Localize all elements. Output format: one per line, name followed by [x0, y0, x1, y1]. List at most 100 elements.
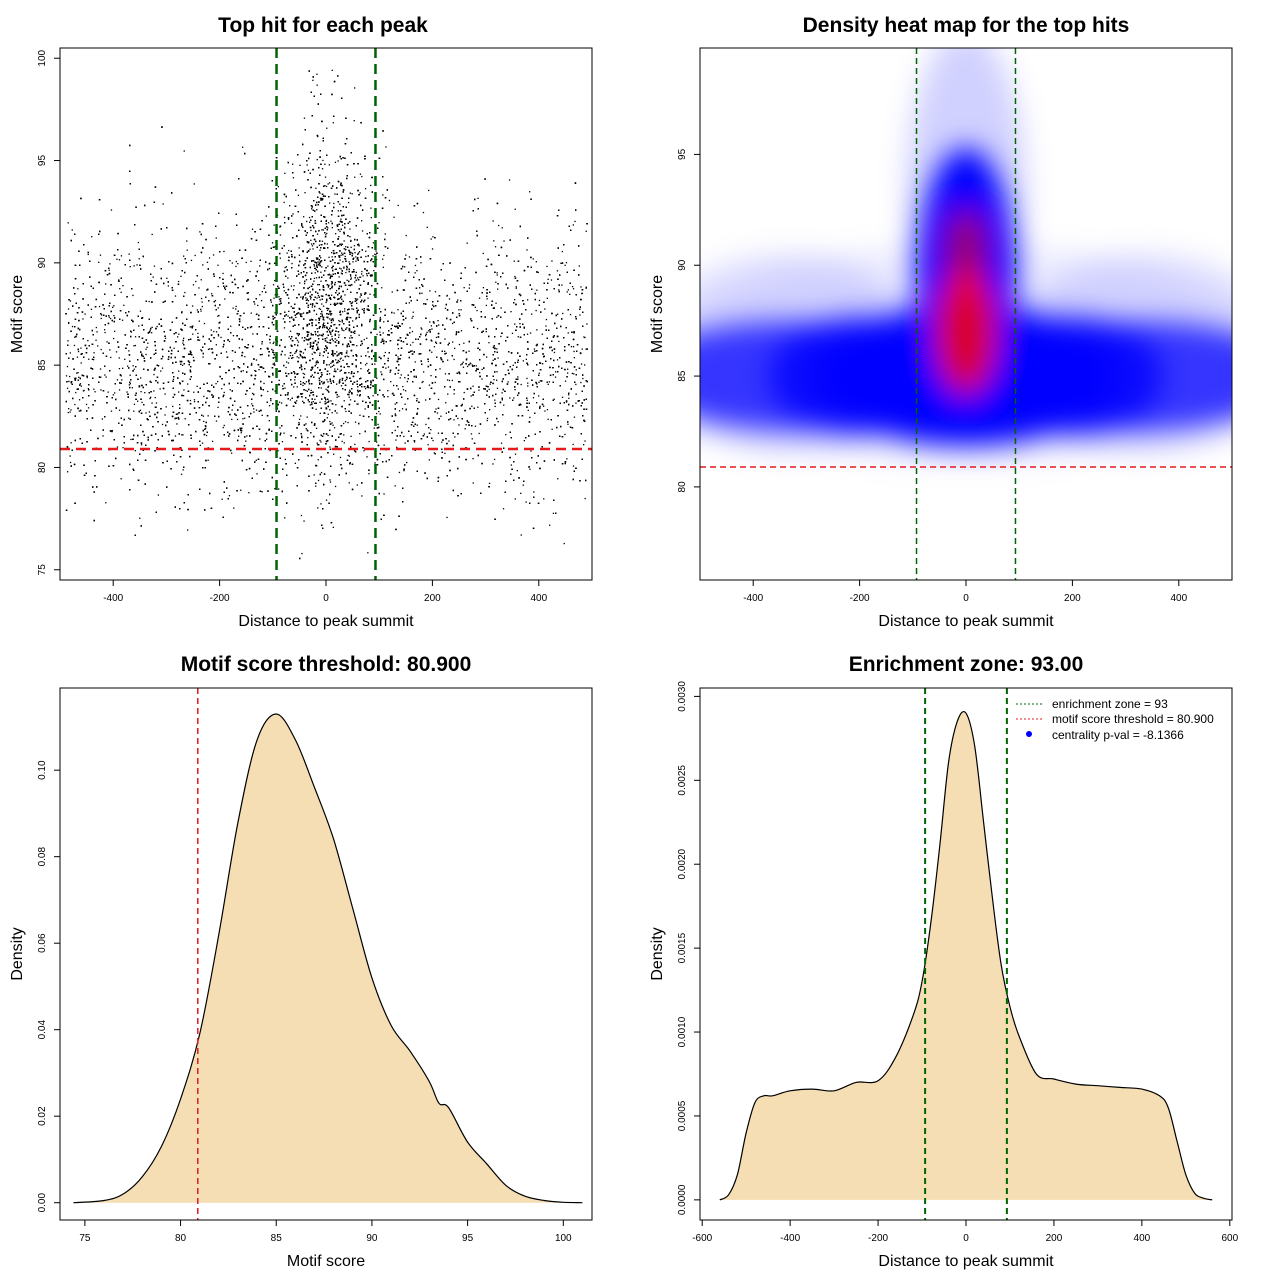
scatter-point — [293, 307, 295, 309]
scatter-point — [532, 258, 534, 260]
scatter-point — [326, 417, 328, 419]
scatter-point — [118, 368, 121, 370]
scatter-point — [454, 436, 456, 438]
scatter-point — [284, 387, 286, 389]
scatter-point — [272, 374, 274, 376]
scatter-point — [526, 399, 528, 401]
scatter-point — [364, 408, 366, 410]
scatter-point — [162, 203, 164, 205]
scatter-point — [328, 364, 330, 366]
scatter-point — [182, 395, 185, 397]
scatter-point — [428, 459, 430, 461]
scatter-point — [356, 302, 358, 304]
scatter-point — [486, 298, 488, 300]
scatter-point — [374, 462, 376, 464]
scatter-point — [458, 343, 461, 346]
scatter-point — [245, 440, 247, 442]
scatter-point — [283, 216, 286, 218]
scatter-point — [349, 228, 351, 230]
scatter-point — [320, 257, 322, 259]
scatter-point — [110, 209, 113, 211]
scatter-point — [192, 305, 194, 307]
scatter-point — [444, 307, 447, 309]
scatter-point — [192, 284, 195, 286]
scatter-point — [258, 280, 260, 282]
scatter-point — [215, 237, 217, 239]
scatter-point — [498, 224, 500, 227]
scatter-point — [354, 443, 356, 446]
scatter-point — [324, 326, 326, 329]
scatter-point — [349, 340, 351, 342]
scatter-point — [232, 335, 235, 337]
scatter-point — [523, 327, 525, 329]
scatter-point — [248, 492, 250, 494]
scatter-point — [445, 412, 447, 414]
scatter-point — [326, 316, 328, 318]
scatter-point — [415, 375, 417, 377]
scatter-point — [460, 330, 463, 332]
scatter-point — [242, 146, 244, 148]
scatter-point — [196, 309, 199, 311]
scatter-point — [361, 220, 363, 222]
scatter-points — [65, 69, 588, 560]
scatter-point — [381, 287, 383, 289]
scatter-point — [482, 252, 484, 255]
scatter-point — [286, 361, 288, 363]
scatter-point — [332, 318, 334, 320]
scatter-point — [129, 266, 131, 268]
scatter-point — [307, 300, 310, 302]
scatter-point — [190, 259, 193, 262]
scatter-point — [365, 388, 367, 390]
scatter-point — [78, 410, 80, 412]
scatter-point — [310, 296, 312, 299]
scatter-point — [526, 249, 528, 251]
scatter-point — [273, 297, 275, 299]
scatter-point — [477, 197, 479, 199]
scatter-point — [161, 423, 164, 426]
scatter-point — [329, 312, 331, 314]
scatter-point — [202, 264, 204, 266]
scatter-point — [321, 229, 323, 231]
scatter-point — [383, 340, 385, 342]
scatter-point — [336, 339, 338, 341]
scatter-point — [286, 252, 288, 254]
scatter-point — [468, 287, 470, 289]
scatter-point — [153, 390, 155, 392]
scatter-point — [322, 355, 324, 357]
scatter-point — [282, 318, 285, 320]
scatter-point — [347, 393, 349, 396]
scatter-point — [350, 239, 352, 242]
scatter-point — [514, 299, 516, 301]
scatter-point — [331, 422, 333, 424]
scatter-point — [146, 346, 148, 348]
scatter-point — [536, 329, 538, 331]
scatter-point — [404, 266, 406, 268]
scatter-point — [215, 420, 218, 422]
scatter-point — [315, 187, 317, 189]
scatter-point — [387, 390, 389, 392]
scatter-point — [330, 274, 332, 276]
scatter-point — [361, 386, 363, 388]
scatter-point — [332, 320, 334, 322]
scatter-point — [414, 272, 416, 274]
scatter-point — [334, 368, 336, 370]
scatter-point — [362, 275, 364, 277]
scatter-point — [154, 396, 156, 399]
scatter-point — [553, 398, 555, 400]
scatter-point — [346, 288, 349, 290]
scatter-point — [561, 284, 563, 286]
scatter-point — [155, 402, 158, 404]
scatter-point — [316, 209, 318, 211]
scatter-point — [306, 416, 308, 418]
scatter-point — [348, 372, 350, 374]
scatter-point — [500, 335, 502, 338]
scatter-point — [285, 366, 287, 369]
scatter-point — [272, 349, 274, 352]
scatter-point — [120, 478, 122, 480]
scatter-point — [284, 458, 286, 461]
scatter-point — [85, 403, 88, 406]
scatter-point — [139, 409, 142, 411]
scatter-point — [346, 376, 348, 378]
scatter-point — [358, 245, 360, 247]
scatter-point — [217, 264, 219, 266]
